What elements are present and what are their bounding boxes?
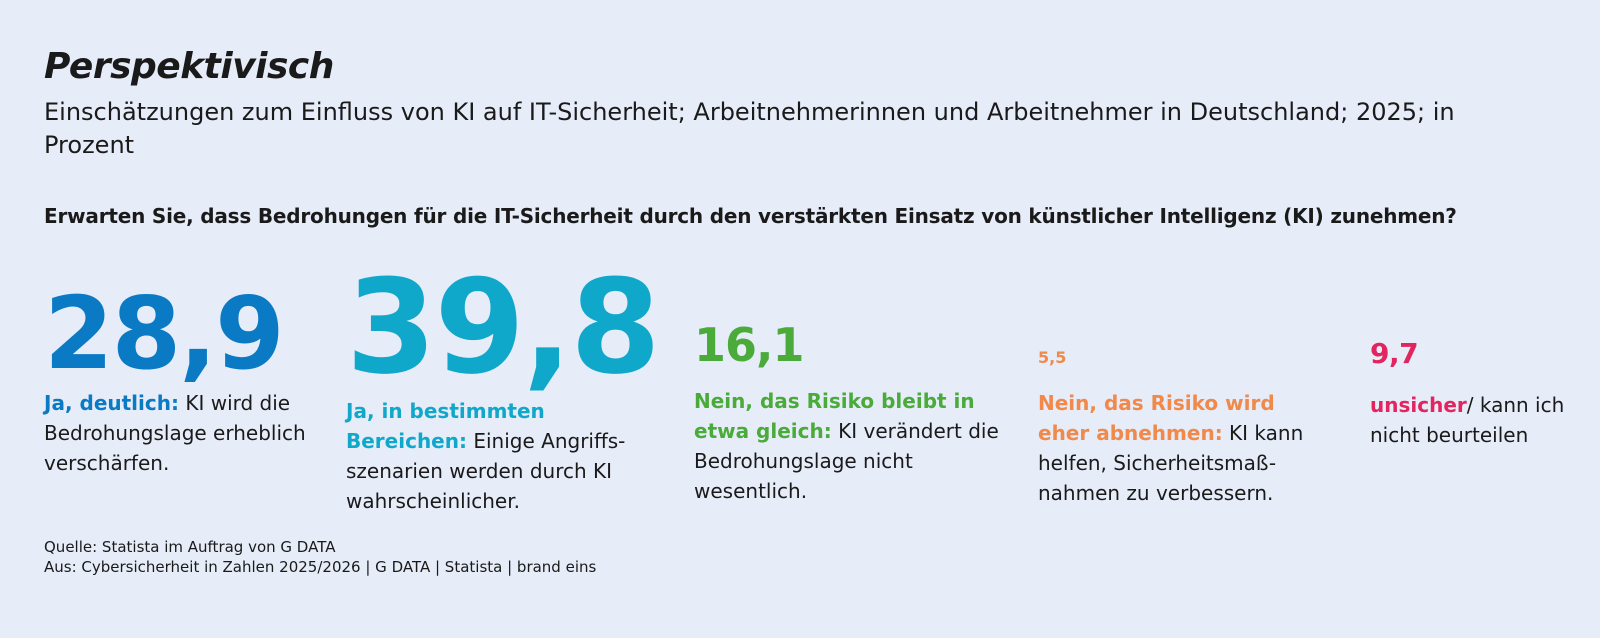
stat-text: Einige Angriffs-szenarien werden durch K… xyxy=(346,429,626,513)
stat-text: / kann ich nicht beurteilen xyxy=(1370,393,1565,447)
stat-description: Ja, deutlich: KI wird die Bedrohungslage… xyxy=(44,388,324,478)
stat-value: 5,5 xyxy=(1038,348,1067,367)
stat-value: 28,9 xyxy=(44,275,285,392)
source-line: Quelle: Statista im Auftrag von G DATA xyxy=(44,538,336,556)
stat-lead: Ja, deutlich: xyxy=(44,391,179,415)
stat-description: Nein, das Risiko wird eher abnehmen: KI … xyxy=(1038,388,1328,508)
stat-value: 39,8 xyxy=(346,251,661,403)
stat-text: KI kann helfen, Sicherheitsmaß-nahmen zu… xyxy=(1038,421,1304,505)
stat-description: Ja, in bestimmten Bereichen: Einige Angr… xyxy=(346,396,666,516)
stat-ja-bestimmte-bereiche: 39,8 Ja, in bestimmten Bereichen: Einige… xyxy=(346,262,666,516)
stat-lead: Nein, das Risiko wird eher abnehmen: xyxy=(1038,391,1275,445)
chart-title: Perspektivisch xyxy=(44,46,334,87)
stat-ja-deutlich: 28,9 Ja, deutlich: KI wird die Bedrohung… xyxy=(44,284,324,478)
chart-subtitle: Einschätzungen zum Einfluss von KI auf I… xyxy=(44,98,1455,159)
stat-lead: Nein, das Risiko bleibt in etwa gleich: xyxy=(694,389,975,443)
stat-description: unsicher/ kann ich nicht beurteilen xyxy=(1370,390,1570,450)
stat-text: KI wird die Bedrohungslage erheblich ver… xyxy=(44,391,306,475)
source-note: Quelle: Statista im Auftrag von G DATA A… xyxy=(44,537,596,577)
stat-nein-gleich: 16,1 Nein, das Risiko bleibt in etwa gle… xyxy=(694,322,1004,506)
stat-value: 16,1 xyxy=(694,318,805,372)
stat-lead: Ja, in bestimmten Bereichen: xyxy=(346,399,545,453)
stat-lead: unsicher xyxy=(1370,393,1467,417)
survey-question: Erwarten Sie, dass Bedrohungen für die I… xyxy=(44,204,1457,228)
stat-nein-abnehmen: 5,5 Nein, das Risiko wird eher abnehmen:… xyxy=(1038,350,1328,508)
stat-text: KI verändert die Bedrohungslage nicht we… xyxy=(694,419,999,503)
stat-description: Nein, das Risiko bleibt in etwa gleich: … xyxy=(694,386,1004,506)
stat-value: 9,7 xyxy=(1370,337,1419,370)
stat-unsicher: 9,7 unsicher/ kann ich nicht beurteilen xyxy=(1370,340,1570,450)
publication-line: Aus: Cybersicherheit in Zahlen 2025/2026… xyxy=(44,558,597,576)
